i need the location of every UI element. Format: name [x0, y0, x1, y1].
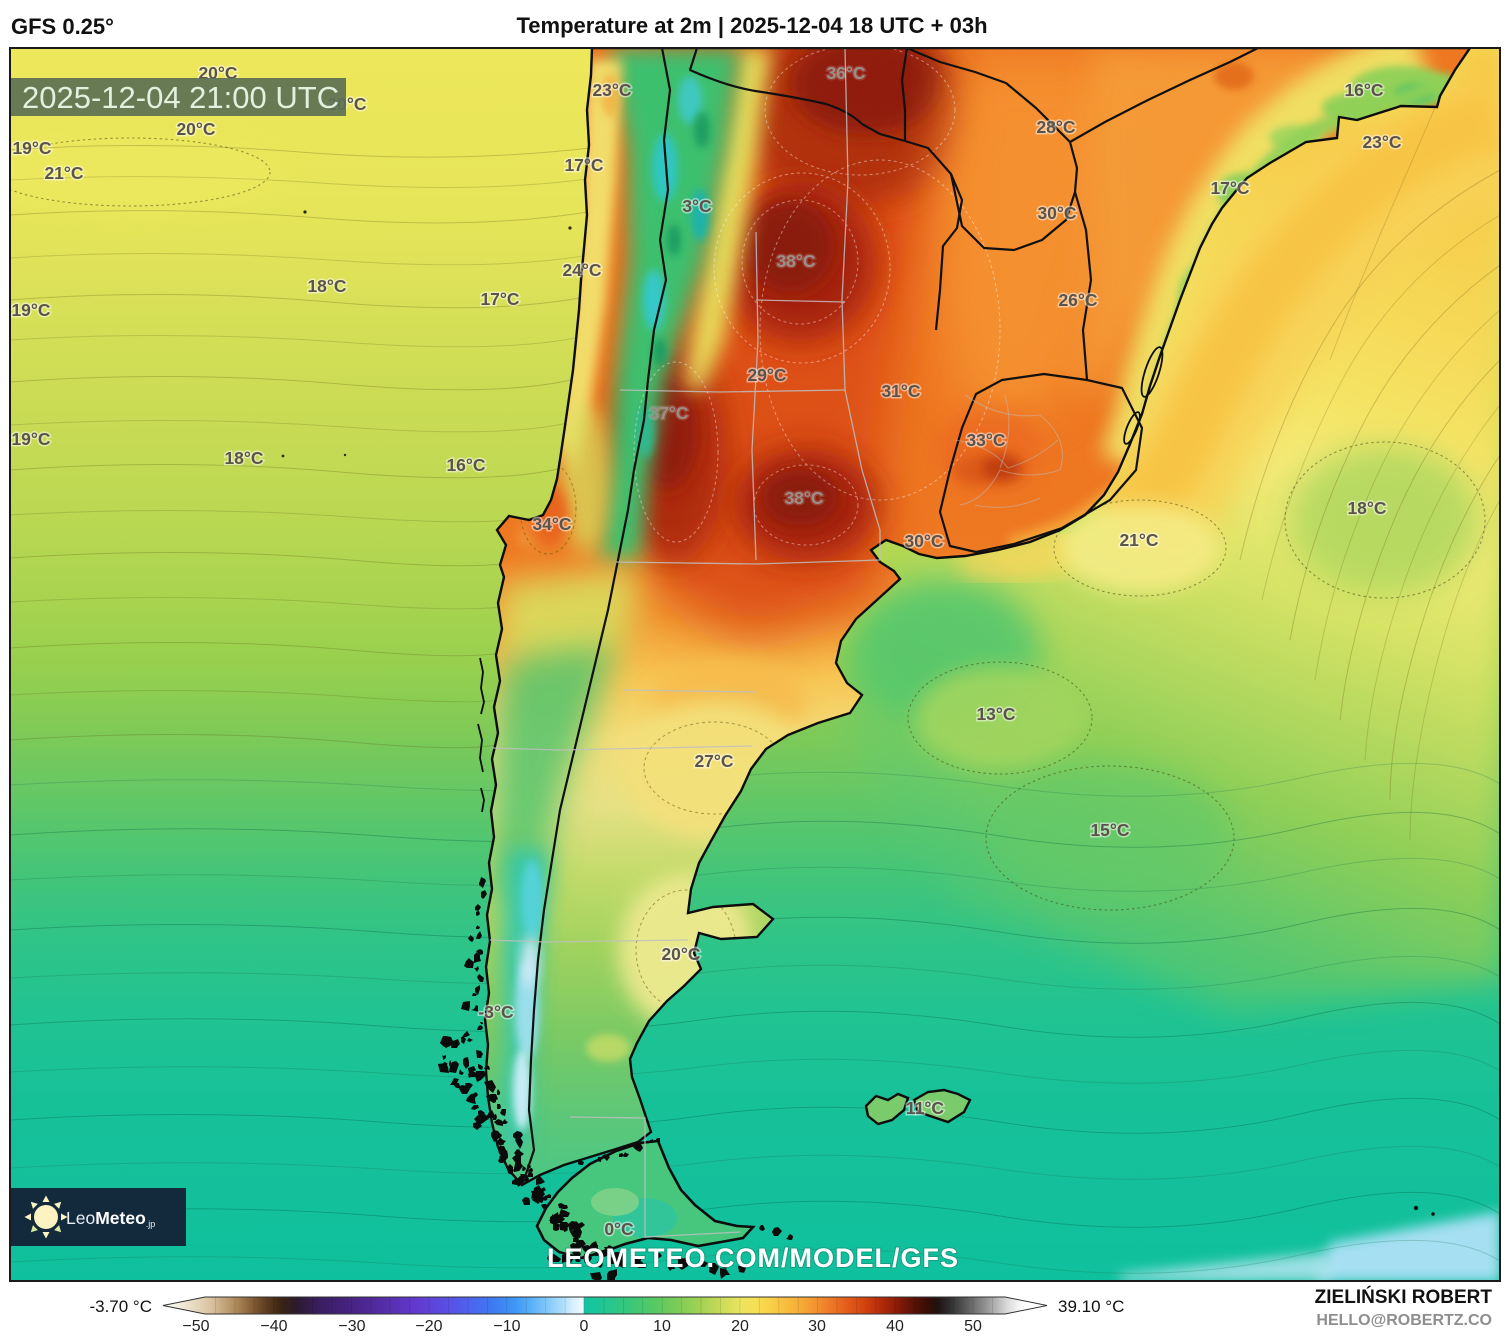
svg-text:18°C: 18°C	[1347, 498, 1386, 518]
svg-text:-3°C: -3°C	[478, 1002, 514, 1022]
svg-text:17°C: 17°C	[564, 155, 603, 175]
svg-text:16°C: 16°C	[1344, 80, 1383, 100]
svg-text:21°C: 21°C	[44, 163, 83, 183]
svg-text:20: 20	[731, 1318, 749, 1335]
svg-text:LeoMeteo.jp: LeoMeteo.jp	[66, 1208, 155, 1229]
svg-text:18°C: 18°C	[224, 448, 263, 468]
svg-text:23°C: 23°C	[592, 80, 631, 100]
svg-text:38°C: 38°C	[776, 251, 815, 271]
svg-text:29°C: 29°C	[747, 365, 786, 385]
svg-text:37°C: 37°C	[649, 403, 688, 423]
svg-text:24°C: 24°C	[562, 260, 601, 280]
svg-text:16°C: 16°C	[446, 455, 485, 475]
svg-text:28°C: 28°C	[1036, 117, 1075, 137]
svg-text:26°C: 26°C	[1058, 290, 1097, 310]
svg-text:Temperature at 2m | 2025-12-04: Temperature at 2m | 2025-12-04 18 UTC + …	[516, 13, 987, 38]
svg-text:36°C: 36°C	[826, 63, 865, 83]
svg-text:11°C: 11°C	[906, 1098, 944, 1118]
svg-text:LEOMETEO.COM/MODEL/GFS: LEOMETEO.COM/MODEL/GFS	[547, 1243, 959, 1273]
svg-text:31°C: 31°C	[881, 381, 920, 401]
svg-text:20°C: 20°C	[176, 119, 215, 139]
svg-text:23°C: 23°C	[1362, 132, 1401, 152]
svg-text:3°C: 3°C	[682, 196, 712, 216]
svg-text:17°C: 17°C	[480, 289, 519, 309]
svg-text:38°C: 38°C	[784, 488, 823, 508]
svg-text:10: 10	[653, 1318, 671, 1335]
svg-text:27°C: 27°C	[694, 751, 733, 771]
svg-text:33°C: 33°C	[966, 430, 1005, 450]
svg-text:13°C: 13°C	[976, 704, 1015, 724]
svg-text:-3.70 °C: -3.70 °C	[89, 1297, 152, 1316]
svg-text:20°C: 20°C	[661, 944, 700, 964]
svg-text:39.10 °C: 39.10 °C	[1058, 1297, 1124, 1316]
svg-text:GFS 0.25°: GFS 0.25°	[11, 14, 114, 39]
svg-text:HELLO@ROBERTZ.CO: HELLO@ROBERTZ.CO	[1316, 1312, 1492, 1329]
svg-text:−30: −30	[338, 1318, 365, 1335]
svg-text:18°C: 18°C	[307, 276, 346, 296]
svg-text:19°C: 19°C	[11, 300, 50, 320]
svg-text:40: 40	[886, 1318, 904, 1335]
svg-text:2025-12-04 21:00 UTC: 2025-12-04 21:00 UTC	[22, 80, 339, 115]
svg-text:30: 30	[808, 1318, 826, 1335]
svg-text:50: 50	[964, 1318, 982, 1335]
svg-text:19°C: 19°C	[12, 138, 51, 158]
svg-text:30°C: 30°C	[904, 531, 943, 551]
svg-text:17°C: 17°C	[1210, 178, 1249, 198]
svg-text:34°C: 34°C	[532, 514, 571, 534]
svg-text:−50: −50	[182, 1318, 209, 1335]
svg-text:30°C: 30°C	[1037, 203, 1076, 223]
svg-text:15°C: 15°C	[1090, 820, 1129, 840]
svg-text:ZIELIŃSKI ROBERT: ZIELIŃSKI ROBERT	[1315, 1286, 1493, 1308]
svg-text:0: 0	[580, 1318, 589, 1335]
svg-text:−20: −20	[415, 1318, 442, 1335]
svg-text:−40: −40	[260, 1318, 287, 1335]
svg-text:21°C: 21°C	[1119, 530, 1158, 550]
svg-text:0°C: 0°C	[604, 1219, 634, 1239]
svg-text:19°C: 19°C	[11, 429, 50, 449]
svg-text:−10: −10	[493, 1318, 520, 1335]
